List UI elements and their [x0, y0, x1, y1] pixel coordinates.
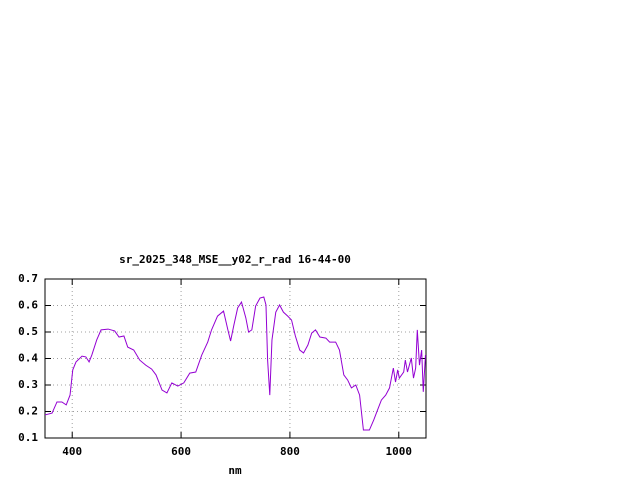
y-tick-label: 0.2	[18, 405, 38, 418]
x-axis-label: nm	[228, 464, 242, 477]
x-tick-label: 600	[171, 445, 191, 458]
x-tick-label: 1000	[386, 445, 413, 458]
data-line	[44, 296, 426, 431]
x-tick-label: 400	[62, 445, 82, 458]
x-tick-label: 800	[280, 445, 300, 458]
y-tick-label: 0.4	[18, 352, 38, 365]
plot-border	[44, 278, 427, 439]
y-tick-label: 0.5	[18, 325, 38, 338]
y-tick-label: 0.6	[18, 299, 38, 312]
y-tick-label: 0.7	[18, 272, 38, 285]
y-tick-label: 0.1	[18, 431, 38, 444]
chart-title: sr_2025_348_MSE__y02_r_rad 16-44-00	[119, 253, 351, 266]
y-tick-label: 0.3	[18, 378, 38, 391]
